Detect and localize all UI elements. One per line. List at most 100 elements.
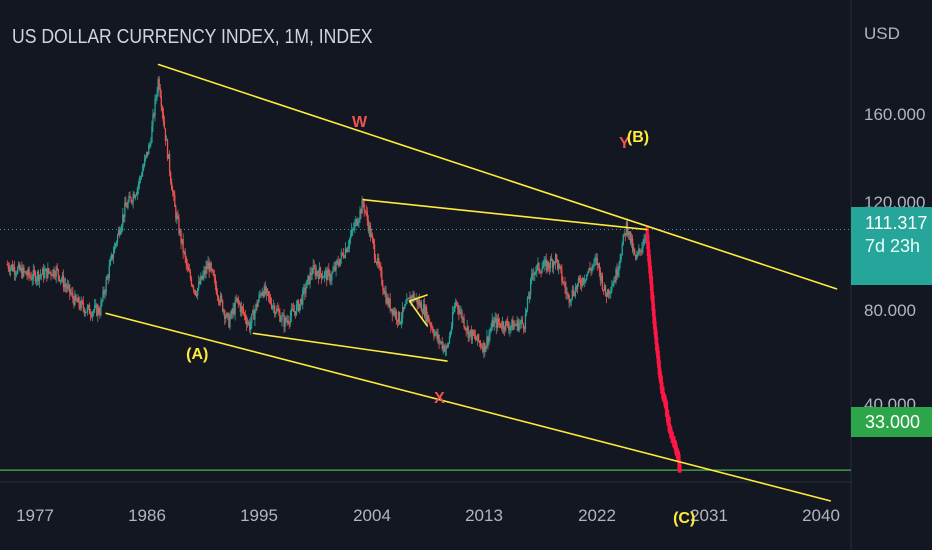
candle-body <box>40 274 43 276</box>
candle-body <box>634 249 636 255</box>
candle-body <box>545 259 547 271</box>
candle-body <box>619 259 621 264</box>
candle-body <box>107 276 109 279</box>
candle-body <box>12 267 15 271</box>
candle-body <box>30 276 32 280</box>
candle-body <box>317 273 320 279</box>
candle-body <box>265 288 268 294</box>
candle-body <box>230 311 232 319</box>
candle-body <box>171 181 173 191</box>
candle-body <box>467 326 469 338</box>
candle-body <box>25 271 27 275</box>
candle-body <box>270 303 273 309</box>
candle-body <box>78 297 80 306</box>
candle-body <box>595 258 597 260</box>
time-tick: 2004 <box>353 506 391 525</box>
candle-body <box>89 313 92 316</box>
candle-body <box>416 297 418 305</box>
candle-body <box>594 259 596 261</box>
candle-body <box>323 272 326 277</box>
candle-body <box>368 225 371 231</box>
candle-body <box>35 278 38 282</box>
candle-body <box>352 228 354 230</box>
candle-body <box>384 291 386 294</box>
candle-body <box>487 336 489 344</box>
candle-body <box>77 297 79 303</box>
candle-body <box>257 301 259 307</box>
candle-body <box>351 229 353 236</box>
trendlines[interactable] <box>105 63 838 502</box>
candle-body <box>569 301 571 303</box>
candle-body <box>33 269 35 273</box>
candle-body <box>492 319 494 327</box>
candle-body <box>429 322 431 324</box>
candle-body <box>432 327 434 333</box>
candle-body <box>366 211 368 221</box>
candle-body <box>556 254 558 260</box>
candle-body <box>628 231 631 236</box>
candle-body <box>101 300 103 302</box>
candle-body <box>369 225 372 238</box>
trendline <box>157 63 838 290</box>
candle-body <box>226 313 228 317</box>
candle-body <box>412 293 414 298</box>
candle-body <box>37 271 40 282</box>
candle-body <box>98 307 100 314</box>
trendline <box>252 332 448 362</box>
currency-label: USD <box>864 24 900 43</box>
candle-body <box>201 276 203 280</box>
candle-body <box>224 310 226 319</box>
candle-body <box>39 274 42 276</box>
candle-body <box>129 195 131 198</box>
candle-body <box>192 286 195 291</box>
candle-body <box>511 319 513 326</box>
candle-body <box>211 268 213 271</box>
candle-body <box>424 307 427 317</box>
candle-body <box>86 307 89 312</box>
time-tick: 2013 <box>465 506 503 525</box>
candle-body <box>346 248 349 253</box>
candle-body <box>637 252 639 255</box>
candle-body <box>218 301 221 303</box>
candle-body <box>525 309 528 314</box>
candle-body <box>249 322 251 330</box>
candle-body <box>330 279 332 281</box>
candle-body <box>132 194 134 203</box>
candle-body <box>463 317 465 327</box>
candle-body <box>584 280 586 283</box>
candle-body <box>202 274 204 280</box>
candle-body <box>112 253 115 259</box>
candle-body <box>115 242 118 244</box>
candle-body <box>460 311 462 313</box>
candle-body <box>14 273 17 275</box>
candle-body <box>188 270 191 272</box>
candle-body <box>497 318 500 324</box>
candle-body <box>515 324 517 326</box>
candle-body <box>229 318 231 328</box>
candle-body <box>288 322 290 324</box>
candle-body <box>583 278 585 283</box>
candle-body <box>84 312 86 314</box>
candle-body <box>299 304 301 312</box>
candle-body <box>214 277 217 286</box>
candle-body <box>413 293 415 301</box>
candle-body <box>160 96 162 107</box>
wave-label: Y <box>618 135 630 153</box>
candle-body <box>104 292 106 295</box>
candle-body <box>92 310 95 313</box>
candle-body <box>633 249 635 251</box>
candle-body <box>207 262 209 269</box>
candle-body <box>516 320 518 326</box>
candle-body <box>82 302 84 309</box>
candle-body <box>455 301 457 306</box>
candle-body <box>117 229 120 235</box>
candle-body <box>227 313 229 315</box>
candle-body <box>537 262 539 266</box>
candle-body <box>533 273 535 276</box>
candle-body <box>264 286 266 294</box>
candle-body <box>110 254 112 260</box>
price-tick: 80.000 <box>864 301 916 320</box>
candle-body <box>61 275 64 280</box>
candle-body <box>186 264 188 268</box>
